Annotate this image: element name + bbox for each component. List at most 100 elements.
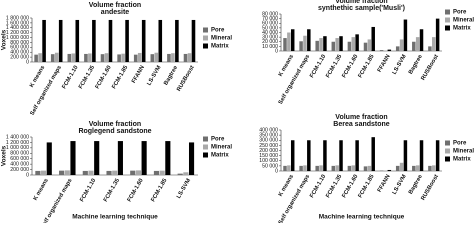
x-tick-label: RUSBoost: [176, 65, 196, 93]
bar: [331, 41, 336, 51]
bar: [70, 141, 76, 175]
bar: [41, 170, 47, 175]
y-tick-label: 600 000: [10, 156, 29, 162]
y-tick-label: 1 200 000: [6, 30, 29, 36]
y-tick-label: 400 000: [259, 127, 278, 133]
bar: [403, 19, 408, 51]
bar: [339, 36, 343, 51]
x-tick-label: FCM-1.85: [358, 53, 376, 79]
bar: [347, 165, 352, 171]
y-tick-label: 0: [275, 168, 278, 174]
bar: [88, 170, 94, 175]
bar: [435, 18, 440, 51]
bar: [58, 19, 63, 62]
bar: [412, 41, 416, 51]
bar: [303, 165, 307, 171]
x-tick-label: LS-SVM: [146, 65, 162, 87]
x-tick-label: FCM-1.10: [61, 65, 79, 90]
y-tick-label: 800 000: [10, 40, 29, 46]
bar: [428, 46, 432, 51]
x-tick-label: FFANN: [377, 54, 392, 74]
bar: [283, 165, 287, 171]
bar: [183, 172, 189, 175]
bar: [92, 19, 96, 62]
bar: [307, 140, 311, 171]
bar: [117, 54, 121, 62]
x-tick-label: Bagtree: [408, 53, 424, 75]
bar: [191, 19, 196, 62]
bar: [351, 37, 355, 51]
legend-swatch: [445, 148, 450, 154]
bar: [371, 137, 375, 171]
bar: [137, 52, 142, 62]
y-tick-label: 20 000: [262, 39, 278, 45]
bar: [412, 165, 416, 171]
legend-label: Matrix: [211, 44, 229, 50]
legend-swatch: [203, 144, 208, 150]
bar: [71, 53, 76, 62]
chart-title: Volume fraction: [335, 114, 387, 121]
x-tick-label: RUSBoost: [420, 54, 440, 82]
bar: [399, 39, 404, 51]
bar: [415, 165, 420, 171]
legend-label: Pore: [211, 28, 225, 34]
bar: [100, 54, 105, 62]
bar: [323, 36, 327, 51]
bar: [347, 41, 352, 51]
bar: [419, 29, 424, 51]
bar: [50, 54, 55, 62]
legend-label: Pore: [211, 137, 225, 143]
bar: [335, 165, 339, 171]
legend-label: Mineral: [211, 145, 232, 151]
bar: [335, 38, 339, 51]
x-tick-label: Bagtree: [408, 173, 424, 195]
y-tick-label: 200 000: [10, 54, 29, 60]
bar: [387, 169, 392, 171]
bar: [112, 170, 118, 175]
bar: [159, 170, 165, 175]
legend-swatch: [203, 152, 208, 158]
y-tick-label: 30 000: [262, 35, 278, 41]
bar: [82, 170, 88, 175]
bar: [177, 173, 183, 175]
y-tick-label: 1 600 000: [6, 20, 29, 26]
bar: [42, 19, 46, 62]
bar: [183, 53, 188, 62]
bar: [165, 141, 171, 175]
bar: [153, 170, 160, 175]
x-tick-label: FCM-1.35: [78, 64, 96, 90]
legend-swatch: [445, 17, 450, 23]
bar: [323, 140, 327, 171]
legend-swatch: [203, 136, 208, 142]
bar: [299, 165, 303, 171]
y-tick-label: 1 400 000: [6, 25, 29, 31]
bar: [106, 170, 112, 175]
bar: [141, 141, 147, 175]
bar: [395, 165, 400, 171]
legend-swatch: [203, 27, 208, 33]
bar: [379, 170, 384, 171]
bar: [319, 38, 323, 51]
x-tick-label: FCM-1.60: [341, 54, 359, 79]
x-tick-label: FFANN: [131, 65, 146, 85]
bar: [130, 170, 136, 175]
x-tick-label: Bagtree: [163, 64, 179, 86]
bar: [315, 40, 319, 51]
y-tick-label: 1 000 000: [6, 35, 29, 41]
legend-label: Mineral: [453, 18, 474, 24]
bar: [84, 53, 88, 62]
bar: [117, 141, 123, 175]
chart-subtitle: Berea sandstone: [333, 121, 390, 128]
legend-label: Matrix: [211, 153, 229, 159]
bar: [287, 165, 291, 171]
bar: [315, 165, 319, 171]
bar: [363, 42, 368, 51]
x-tick-label: Self organized maps: [30, 65, 63, 117]
y-tick-label: 400 000: [10, 162, 29, 168]
bar: [108, 19, 113, 62]
y-tick-label: 1 200 000: [6, 140, 29, 146]
legend-swatch: [203, 35, 208, 41]
bar: [94, 141, 100, 175]
